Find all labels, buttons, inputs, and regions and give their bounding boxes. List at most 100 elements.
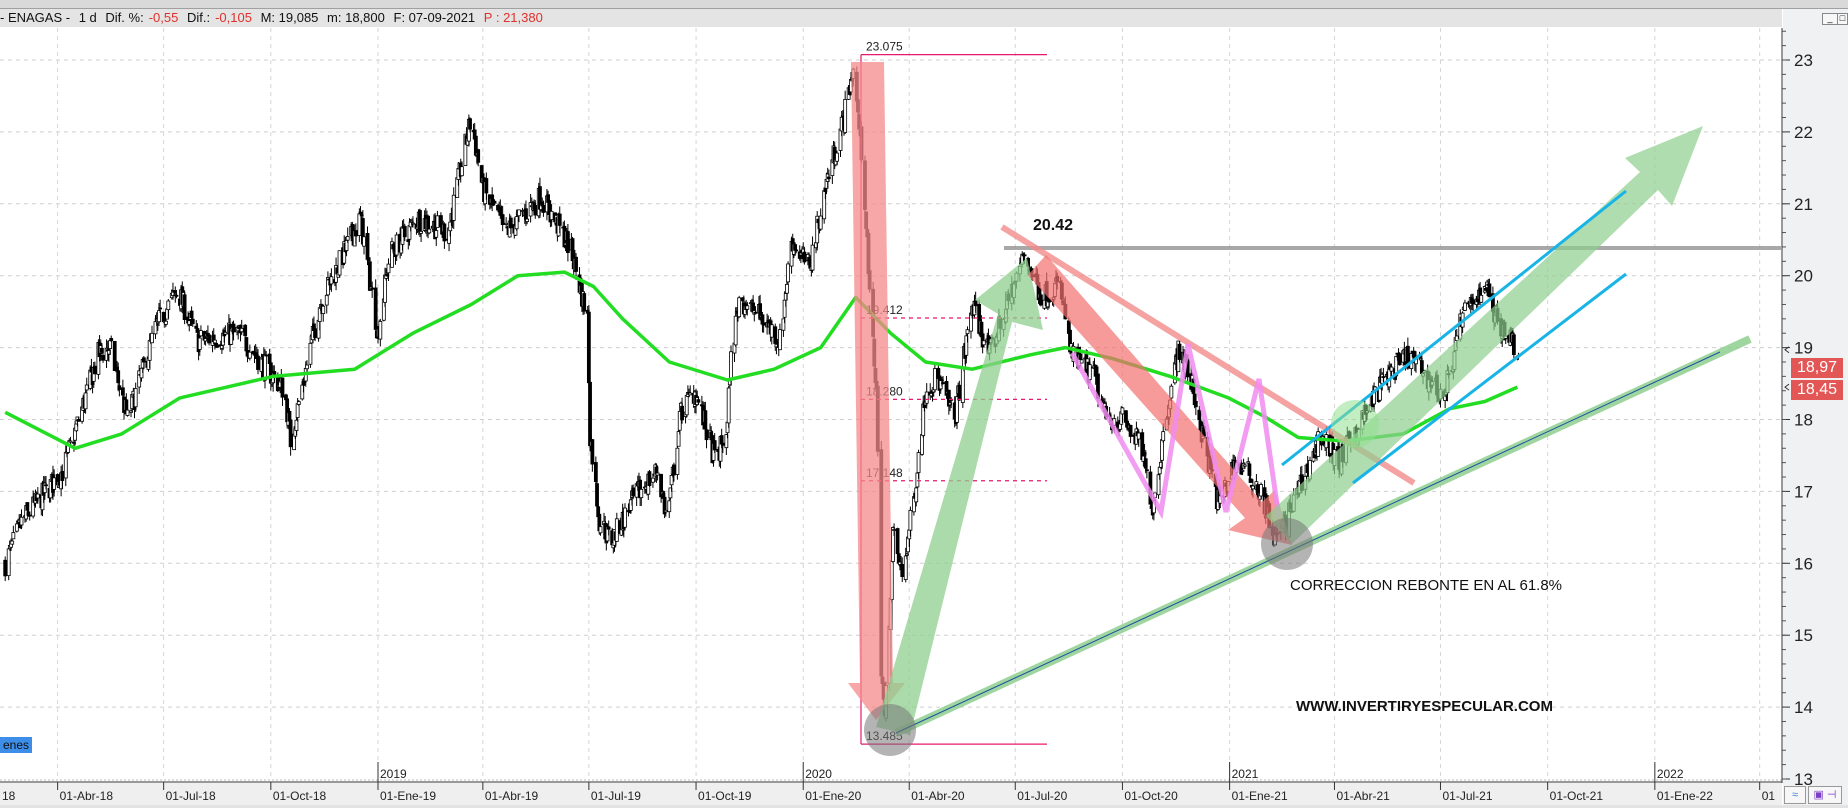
- year-label: 2019: [380, 767, 407, 781]
- price-bar-body: [614, 518, 619, 542]
- price-bar-body: [1120, 407, 1125, 415]
- price-bar-body: [215, 344, 220, 348]
- interval: 1 d: [78, 10, 97, 25]
- price-bar-body: [1143, 458, 1148, 469]
- price-bar-body: [514, 216, 519, 230]
- price-bar-body: [676, 431, 681, 447]
- year-label: 2022: [1657, 767, 1684, 781]
- price-bar-body: [704, 429, 709, 441]
- price-bar-body: [517, 209, 521, 217]
- y-tick-label: 19: [1794, 339, 1813, 358]
- price-bar-body: [598, 526, 603, 534]
- price-bar-body: [35, 493, 40, 499]
- price-bar-body: [158, 307, 163, 310]
- price-bar-body: [651, 477, 655, 483]
- price-bar-body: [367, 261, 372, 291]
- price-bar-body: [1471, 299, 1475, 305]
- price-bar-body: [1463, 302, 1467, 311]
- price-bar-body: [920, 434, 924, 455]
- price-bar-body: [296, 401, 301, 405]
- price-bar-body: [1145, 469, 1149, 472]
- y-tick-label: 18: [1794, 411, 1813, 430]
- price-bar-body: [11, 532, 16, 540]
- x-tick-label: 01-Ene-22: [1657, 789, 1713, 803]
- correction-text: CORRECCION REBONTE EN AL 61.8%: [1290, 577, 1563, 594]
- price-bar-body: [1259, 484, 1263, 497]
- save-button[interactable]: ▣ ⊣: [1808, 786, 1842, 804]
- price-bar-body: [324, 294, 329, 306]
- price-bar-body: [1079, 359, 1084, 364]
- price-bar-body: [60, 471, 65, 481]
- price-bar-body: [733, 315, 738, 346]
- price-bar-body: [647, 471, 652, 486]
- dif-pct-value: -0,55: [148, 10, 179, 25]
- price-bar-body: [109, 338, 114, 342]
- price-bar-body: [116, 370, 121, 384]
- price-bar-body: [595, 483, 599, 507]
- website-text: WWW.INVERTIRYESPECULAR.COM: [1296, 698, 1553, 715]
- price-bar-body: [964, 335, 969, 356]
- price-bar-body: [944, 380, 949, 396]
- price-bar-body: [525, 218, 530, 222]
- price-bar-body: [386, 263, 391, 274]
- price-bar-body: [675, 447, 680, 475]
- price-bar-body: [442, 223, 447, 242]
- price-bar-body: [696, 399, 701, 403]
- price-bar-body: [1248, 478, 1253, 483]
- fib-level-label: 23.075: [866, 40, 903, 54]
- price-bar-body: [590, 439, 595, 465]
- price-bar-body: [729, 351, 733, 379]
- price-bar-body: [52, 477, 57, 490]
- price-bar-body: [84, 384, 89, 391]
- x-tick-label: 01-Oct-20: [1124, 789, 1178, 803]
- price-bar-body: [373, 287, 378, 330]
- price-bar-body: [680, 405, 684, 421]
- price-bar-body: [508, 217, 513, 229]
- price-bar-body: [655, 472, 660, 476]
- chart-type-button[interactable]: ≈: [1784, 786, 1806, 804]
- resistance-label: 20.42: [1033, 217, 1074, 234]
- price-bar-body: [117, 385, 122, 390]
- price-bar-body: [703, 410, 708, 430]
- price-bar-body: [802, 251, 807, 263]
- price-bar-body: [672, 464, 676, 476]
- price-bar-body: [99, 347, 104, 353]
- price-bar-body: [141, 357, 146, 363]
- price-bar-body: [1479, 294, 1484, 303]
- price-bar-body: [25, 502, 30, 511]
- symbol: - ENAGAS -: [0, 10, 71, 25]
- price-bar-body: [1316, 431, 1321, 457]
- price-bar-body: [1242, 464, 1247, 467]
- price-bar-body: [593, 462, 598, 482]
- x-tick-label: 01-Ene-19: [380, 789, 436, 803]
- price-bar-body: [264, 354, 269, 357]
- price-bar-body: [402, 226, 407, 238]
- price-bar-body: [390, 241, 394, 268]
- price-bar-body: [810, 244, 815, 271]
- x-tick-label: 01-Ene-21: [1232, 789, 1288, 803]
- price-bar-body: [14, 523, 19, 532]
- price-bar-body: [294, 419, 299, 432]
- price-bar-body: [239, 328, 244, 333]
- indicator-legend-tag[interactable]: enes: [0, 737, 33, 753]
- price-bar-body: [903, 555, 908, 580]
- horizontal-scrollbar[interactable]: [0, 805, 1848, 808]
- price-bar-body: [10, 540, 15, 545]
- correction-down-arrow: [1028, 255, 1292, 545]
- price-bar-body: [965, 329, 970, 335]
- price-bar-body: [1136, 432, 1141, 440]
- price-bar-body: [815, 215, 820, 244]
- price-bar-body: [726, 387, 731, 424]
- x-tick-label: 01-Abr-21: [1336, 789, 1390, 803]
- price-bar-body: [326, 277, 330, 296]
- price-bar-body: [891, 527, 895, 562]
- price-bar-body: [924, 391, 929, 404]
- annotations: 23.07519.41218.28017.14813.485: [848, 40, 1782, 756]
- price-bar-body: [826, 176, 831, 180]
- price-bar-body: [1389, 366, 1394, 372]
- price-bar-body: [533, 205, 538, 216]
- price-bar-body: [153, 321, 158, 335]
- price-bar-body: [120, 387, 125, 396]
- price-bar-body: [843, 98, 848, 133]
